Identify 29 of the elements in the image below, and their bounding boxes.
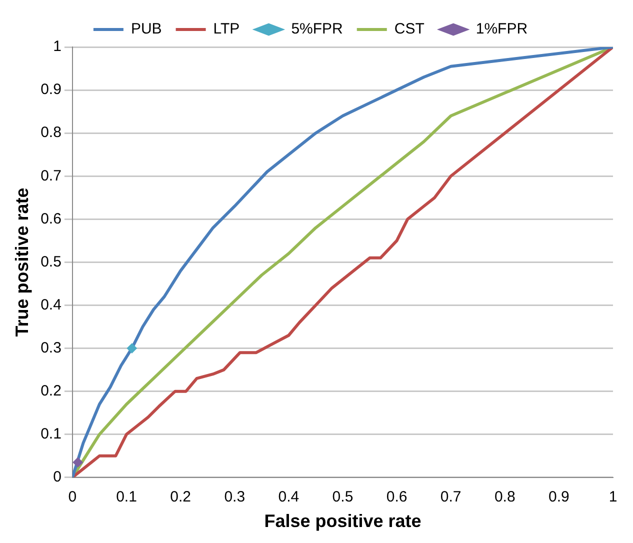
y-tick-label: 0.7 <box>40 167 62 184</box>
x-tick-label: 0.4 <box>278 488 300 506</box>
y-tick-label: 1 <box>53 38 62 56</box>
y-tick-label: 0.8 <box>40 124 62 142</box>
legend-label: LTP <box>213 20 240 38</box>
y-tick-label: 0.2 <box>40 382 62 400</box>
legend-label: PUB <box>130 20 162 38</box>
x-tick-label: 0.6 <box>386 488 408 506</box>
y-tick-label: 0.9 <box>40 81 62 98</box>
x-tick-label: 0.7 <box>440 488 462 506</box>
x-tick-label: 0.9 <box>548 488 570 506</box>
x-tick-label: 0.1 <box>116 488 137 506</box>
x-axis-title: False positive rate <box>264 511 422 532</box>
legend-label: CST <box>394 20 424 38</box>
y-tick-label: 0.3 <box>40 339 62 356</box>
y-tick-label: 0.1 <box>40 426 62 442</box>
legend-label: 1%FPR <box>476 20 528 38</box>
y-tick-label: 0.6 <box>40 210 62 228</box>
legend-label: 5%FPR <box>291 20 344 38</box>
y-tick-label: 0 <box>53 468 62 486</box>
x-tick-label: 0 <box>68 488 77 506</box>
x-tick-label: 1 <box>608 488 618 506</box>
x-tick-label: 0.3 <box>224 488 246 506</box>
x-tick-label: 0.2 <box>170 488 191 506</box>
y-tick-label: 0.5 <box>40 253 62 270</box>
y-tick-label: 0.4 <box>40 296 62 314</box>
x-tick-label: 0.5 <box>332 488 354 506</box>
x-tick-label: 0.8 <box>494 488 516 506</box>
y-axis-title: True positive rate <box>12 188 32 337</box>
